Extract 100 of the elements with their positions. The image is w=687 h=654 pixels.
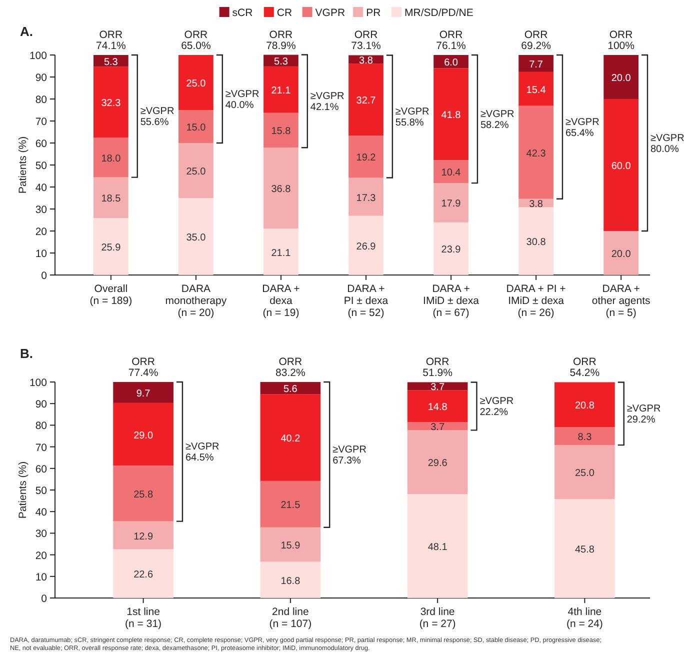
data-label: 9.7 (136, 388, 151, 400)
bar (260, 382, 321, 394)
bar (554, 382, 615, 428)
annotation: ≥VGPR 42.1% (310, 91, 344, 114)
annotation: ORR 83.2% (276, 356, 306, 379)
y-tick-label: 0 (41, 270, 48, 282)
data-label: 18.0 (101, 154, 122, 165)
data-label: 40.2 (280, 434, 301, 445)
data-label: 25.0 (574, 468, 595, 480)
bar (554, 427, 615, 446)
x-tick-label: DARA + other agents (n = 5) (592, 283, 650, 319)
data-label: 17.3 (356, 192, 376, 204)
bar (604, 231, 638, 275)
bar (264, 148, 298, 229)
y-tick-label: 80 (35, 420, 48, 432)
bar (518, 55, 554, 72)
bar (260, 394, 321, 481)
annotation: ORR 73.1% (351, 29, 381, 52)
y-tick-label: 70 (35, 442, 48, 454)
bar (554, 445, 615, 500)
annotation: ≥VGPR 29.2% (626, 404, 661, 426)
y-tick-label: 50 (35, 485, 48, 497)
annotation: ≥VGPR 55.8% (395, 106, 430, 128)
y-tick-label: 40 (35, 506, 48, 519)
data-label: 26.9 (356, 241, 376, 252)
bar (348, 136, 384, 178)
data-label: 10.4 (441, 168, 462, 179)
bar (113, 549, 174, 598)
annotation: ORR 78.9% (266, 29, 296, 52)
data-label: 3.8 (359, 55, 374, 66)
annotation: ORR 65.0% (181, 29, 211, 52)
bar (434, 183, 468, 222)
y-tick-label: 60 (35, 138, 48, 150)
y-tick-label: 90 (35, 398, 48, 411)
annotation: ≥VGPR 55.6% (140, 106, 174, 128)
data-label: 25.9 (101, 242, 122, 254)
bar (407, 430, 468, 494)
bar (178, 55, 214, 110)
data-label: 25.0 (186, 78, 206, 90)
bar (348, 216, 384, 275)
x-tick-label: DARA + PI ± dexa (n = 52) (344, 283, 388, 319)
data-label: 3.7 (430, 382, 445, 394)
legend-label: sCR (232, 7, 254, 19)
bar (94, 138, 128, 178)
data-label: 15.4 (526, 84, 546, 96)
y-tick-label: 10 (35, 571, 48, 584)
annotation: ORR 76.1% (436, 29, 466, 52)
bar (260, 480, 321, 528)
data-label: 35.0 (186, 232, 206, 244)
text: ≥VGPR 80.0% (650, 133, 684, 155)
data-label: 42.3 (526, 148, 546, 160)
annotation: ORR 74.1% (96, 29, 126, 52)
data-label: 5.3 (274, 56, 288, 68)
annotation: ≥VGPR 64.5% (185, 442, 220, 464)
bar (407, 494, 468, 598)
legend-label: CR (276, 7, 292, 19)
chart-title: A. (20, 24, 33, 39)
legend-label: VGPR (315, 7, 346, 19)
data-label: 21.5 (280, 500, 301, 512)
data-label: 15.8 (271, 126, 292, 138)
x-tick-label: 1st line (n = 31) (125, 606, 162, 630)
bar (94, 177, 128, 218)
annotation: ORR 77.4% (128, 356, 158, 379)
annotation: ORR 51.9% (422, 356, 452, 379)
y-tick-label: 30 (35, 528, 48, 540)
y-tick-label: 60 (35, 463, 48, 476)
bar (407, 390, 468, 422)
bar (407, 422, 468, 430)
y-tick-label: 20 (35, 550, 48, 562)
data-label: 29.6 (428, 458, 448, 470)
data-label: 30.8 (526, 237, 546, 248)
bar (264, 112, 298, 148)
x-tick-label: DARA + dexa (n = 19) (262, 283, 300, 319)
data-label: 20.0 (611, 73, 632, 84)
data-label: 19.2 (356, 152, 376, 164)
bar (264, 66, 298, 113)
data-label: 8.3 (578, 432, 592, 444)
y-tick-label: 30 (35, 204, 48, 216)
data-label: 23.9 (441, 244, 462, 256)
data-label: 15.0 (186, 122, 206, 134)
annotation: ≥VGPR 22.2% (480, 396, 514, 418)
data-label: 3.8 (529, 199, 544, 210)
data-label: 21.1 (271, 248, 292, 259)
bar (434, 222, 468, 275)
annotation: ≥VGPR 58.2% (480, 109, 514, 132)
chart-title: B. (20, 346, 33, 361)
data-label: 15.9 (280, 540, 301, 552)
bar (518, 72, 554, 106)
data-label: 41.8 (441, 110, 462, 122)
y-tick-label: 80 (35, 94, 48, 106)
x-tick-label: Overall (n = 189) (90, 283, 132, 307)
bar (434, 68, 468, 160)
bar (264, 228, 298, 275)
x-tick-label: DARA + PI + IMiD ± dexa (n = 26) (506, 283, 566, 319)
data-label: 60.0 (611, 161, 632, 172)
bar (178, 110, 214, 143)
bar (518, 207, 554, 275)
y-axis-title: Patients (%) (17, 136, 29, 194)
y-axis-title: Patients (%) (17, 461, 29, 519)
bar (178, 198, 214, 275)
